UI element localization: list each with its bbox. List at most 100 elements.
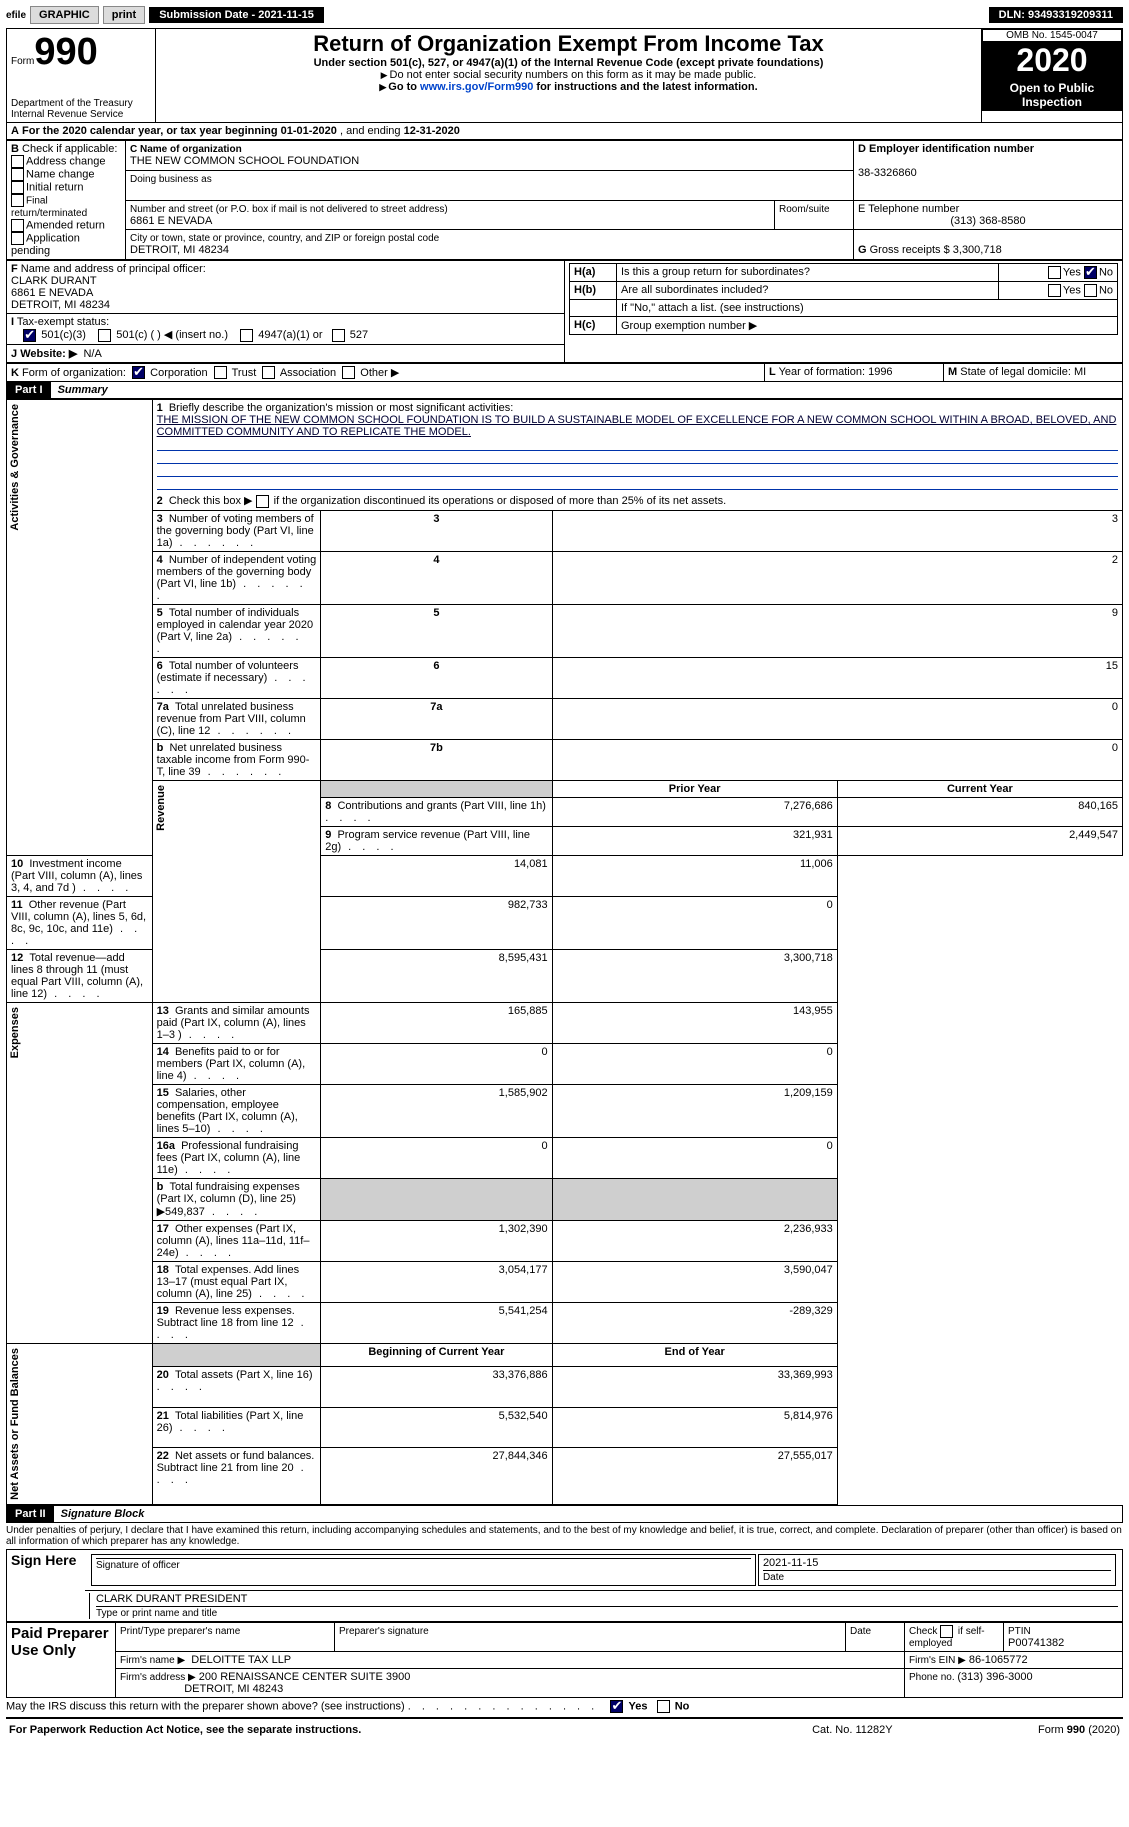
gross-receipts-label: Gross receipts $ <box>870 244 953 256</box>
city-value: DETROIT, MI 48234 <box>130 244 229 256</box>
prior-value: 8,595,431 <box>321 949 552 1002</box>
current-value: 3,300,718 <box>552 949 837 1002</box>
print-button[interactable]: print <box>103 6 145 24</box>
officer-addr2: DETROIT, MI 48234 <box>11 299 110 311</box>
dots-icon: . . . . <box>252 1288 308 1300</box>
4947-label: 4947(a)(1) or <box>258 329 322 341</box>
corporation-checkbox[interactable] <box>132 366 145 379</box>
phone-value: (313) 368-8580 <box>858 215 1118 227</box>
irs-discuss-yes-checkbox[interactable] <box>610 1700 623 1713</box>
self-employed-checkbox[interactable] <box>940 1625 953 1638</box>
jurat-text: Under penalties of perjury, I declare th… <box>6 1523 1123 1549</box>
address-change-checkbox[interactable] <box>11 155 24 168</box>
527-checkbox[interactable] <box>332 329 345 342</box>
form-title: Return of Organization Exempt From Incom… <box>160 31 977 57</box>
line-num: 5 <box>157 607 163 619</box>
no-label: No <box>675 1700 690 1712</box>
yes-label: Yes <box>1063 284 1081 296</box>
officer-typed-name: CLARK DURANT PRESIDENT <box>96 1593 247 1605</box>
line-num: 9 <box>325 829 331 841</box>
hb-yes-checkbox[interactable] <box>1048 284 1061 297</box>
firm-phone-label: Phone no. <box>909 1672 957 1683</box>
website-label: Website: ▶ <box>20 348 77 360</box>
association-checkbox[interactable] <box>262 366 275 379</box>
box-g-label: G <box>858 244 867 256</box>
dots-icon: . . . . <box>47 988 103 1000</box>
other-checkbox[interactable] <box>342 366 355 379</box>
preparer-table: Paid Preparer Use Only Print/Type prepar… <box>6 1622 1123 1698</box>
line-value: 3 <box>552 510 1122 551</box>
current-value <box>552 1178 837 1220</box>
prior-year-header: Prior Year <box>552 780 837 797</box>
firm-ein-label: Firm's EIN ▶ <box>909 1655 966 1666</box>
line-m-label: M <box>948 366 957 378</box>
dba-label: Doing business as <box>130 174 212 185</box>
ha-yes-checkbox[interactable] <box>1048 266 1061 279</box>
line-a-pre: For the 2020 calendar year, or tax year … <box>22 125 281 137</box>
prior-value: 1,585,902 <box>321 1084 552 1137</box>
tax-year-begin: 01-01-2020 <box>281 125 337 137</box>
trust-checkbox[interactable] <box>214 366 227 379</box>
dots-icon: . . . . <box>76 882 132 894</box>
line-num: b <box>157 742 164 754</box>
prep-name-label: Print/Type preparer's name <box>120 1626 240 1637</box>
dots-icon: . . . . . . <box>201 766 286 778</box>
form990-link[interactable]: www.irs.gov/Form990 <box>420 81 533 93</box>
irs-discuss-no-checkbox[interactable] <box>657 1700 670 1713</box>
part-2-title: Signature Block <box>57 1508 145 1520</box>
firm-name: DELOITTE TAX LLP <box>191 1654 291 1666</box>
initial-return-checkbox[interactable] <box>11 181 24 194</box>
hc-label: H(c) <box>574 319 595 331</box>
line-value: 2 <box>552 551 1122 604</box>
prep-sig-label: Preparer's signature <box>339 1626 429 1637</box>
line-box: 5 <box>321 604 552 657</box>
form-prefix: Form <box>11 56 34 67</box>
hb-no-checkbox[interactable] <box>1084 284 1097 297</box>
discontinued-checkbox[interactable] <box>256 495 269 508</box>
current-value: 0 <box>552 896 837 949</box>
dots-icon: . . . . <box>157 1462 308 1486</box>
4947-checkbox[interactable] <box>240 329 253 342</box>
dots-icon: . . . . <box>325 812 374 824</box>
signature-table: Sign Here Signature of officer 2021-11-1… <box>6 1549 1123 1622</box>
domicile-value: MI <box>1074 366 1086 378</box>
firm-phone: (313) 396-3000 <box>957 1671 1032 1683</box>
line-num: 6 <box>157 660 163 672</box>
current-value: 2,449,547 <box>837 826 1122 855</box>
firm-addr-label: Firm's address ▶ <box>120 1672 196 1683</box>
hb-text: Are all subordinates included? <box>617 282 999 300</box>
website-value: N/A <box>83 348 101 360</box>
application-pending-checkbox[interactable] <box>11 232 24 245</box>
line-box: 3 <box>321 510 552 551</box>
final-return-checkbox[interactable] <box>11 194 24 207</box>
street-value: 6861 E NEVADA <box>130 215 212 227</box>
street-label: Number and street (or P.O. box if mail i… <box>130 204 448 215</box>
box-b-label: B <box>11 143 19 155</box>
sig-date-value: 2021-11-15 <box>763 1557 818 1569</box>
side-net-assets: Net Assets or Fund Balances <box>7 1344 23 1504</box>
name-change-checkbox[interactable] <box>11 168 24 181</box>
prior-value: 321,931 <box>552 826 837 855</box>
top-bar: efile GRAPHIC print Submission Date - 20… <box>6 6 1123 24</box>
sign-here-label: Sign Here <box>11 1552 81 1568</box>
room-label: Room/suite <box>779 204 830 215</box>
side-revenue: Revenue <box>153 781 169 835</box>
domicile-label: State of legal domicile: <box>960 366 1074 378</box>
prior-value: 0 <box>321 1043 552 1084</box>
line-num: 16a <box>157 1140 175 1152</box>
line-num: 15 <box>157 1087 169 1099</box>
amended-return-checkbox[interactable] <box>11 219 24 232</box>
501c3-checkbox[interactable] <box>23 329 36 342</box>
efile-graphic-button[interactable]: GRAPHIC <box>30 6 99 24</box>
ein-value: 38-3326860 <box>858 167 917 179</box>
dots-icon: . . . . <box>11 923 141 947</box>
initial-return-label: Initial return <box>26 181 83 193</box>
ha-no-checkbox[interactable] <box>1084 266 1097 279</box>
501c-checkbox[interactable] <box>98 329 111 342</box>
dots-icon: . . . . <box>173 1422 229 1434</box>
ptin-label: PTIN <box>1008 1626 1031 1637</box>
current-value: 143,955 <box>552 1002 837 1043</box>
prior-value: 0 <box>321 1137 552 1178</box>
header-block: Form990 Department of the Treasury Inter… <box>6 28 1123 123</box>
line-num: b <box>157 1181 164 1193</box>
